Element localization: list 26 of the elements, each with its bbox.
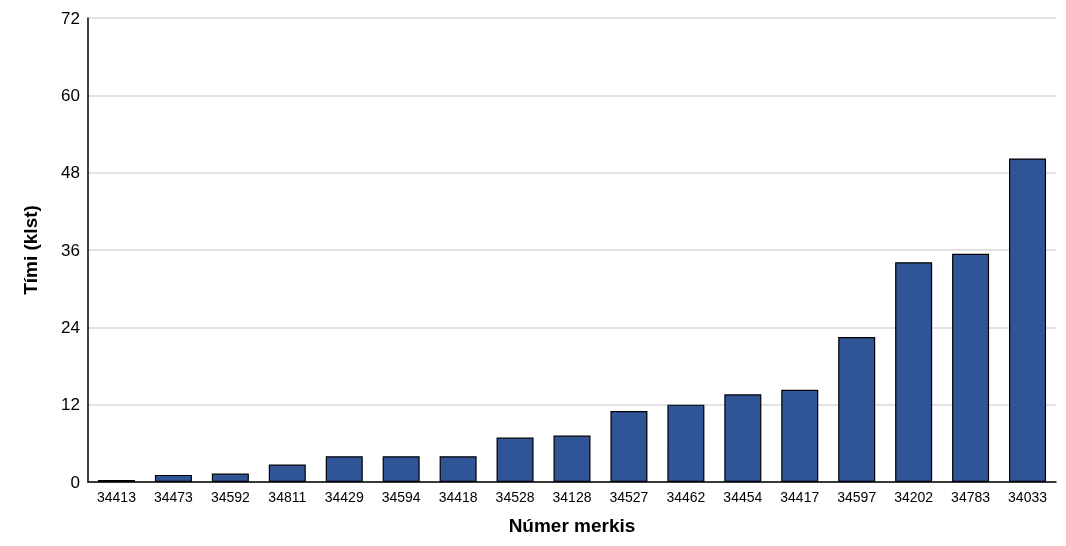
y-tick-label: 72 — [61, 8, 80, 28]
x-tick-label: 34594 — [381, 489, 421, 505]
y-axis-title: Tími (klst) — [20, 205, 41, 295]
y-tick-label: 24 — [61, 317, 80, 337]
y-tick-label: 36 — [61, 240, 80, 260]
x-tick-label: 34592 — [210, 489, 251, 505]
x-tick-label: 34429 — [324, 489, 364, 505]
x-tick-label: 34597 — [837, 489, 877, 505]
x-tick-label: 34527 — [609, 489, 649, 505]
x-tick-label: 34128 — [552, 489, 592, 505]
x-axis-title: Númer merkis — [508, 515, 636, 536]
x-tick-label: 34783 — [951, 489, 991, 505]
x-tick-label: 34202 — [894, 489, 934, 505]
x-tick-label: 34413 — [97, 489, 137, 505]
y-tick-label: 12 — [61, 395, 80, 415]
x-tick-label: 34418 — [438, 489, 478, 505]
y-tick-label: 0 — [70, 472, 80, 492]
x-tick-label: 34462 — [666, 489, 706, 505]
x-tick-label: 34528 — [495, 489, 535, 505]
x-tick-label: 34473 — [153, 489, 194, 505]
y-tick-label: 60 — [61, 85, 80, 105]
x-tick-label: 34811 — [268, 489, 307, 505]
x-tick-label: 34033 — [1008, 489, 1048, 505]
y-tick-label: 48 — [61, 163, 80, 183]
x-tick-label: 34417 — [780, 489, 820, 505]
x-tick-label: 34454 — [723, 489, 763, 505]
